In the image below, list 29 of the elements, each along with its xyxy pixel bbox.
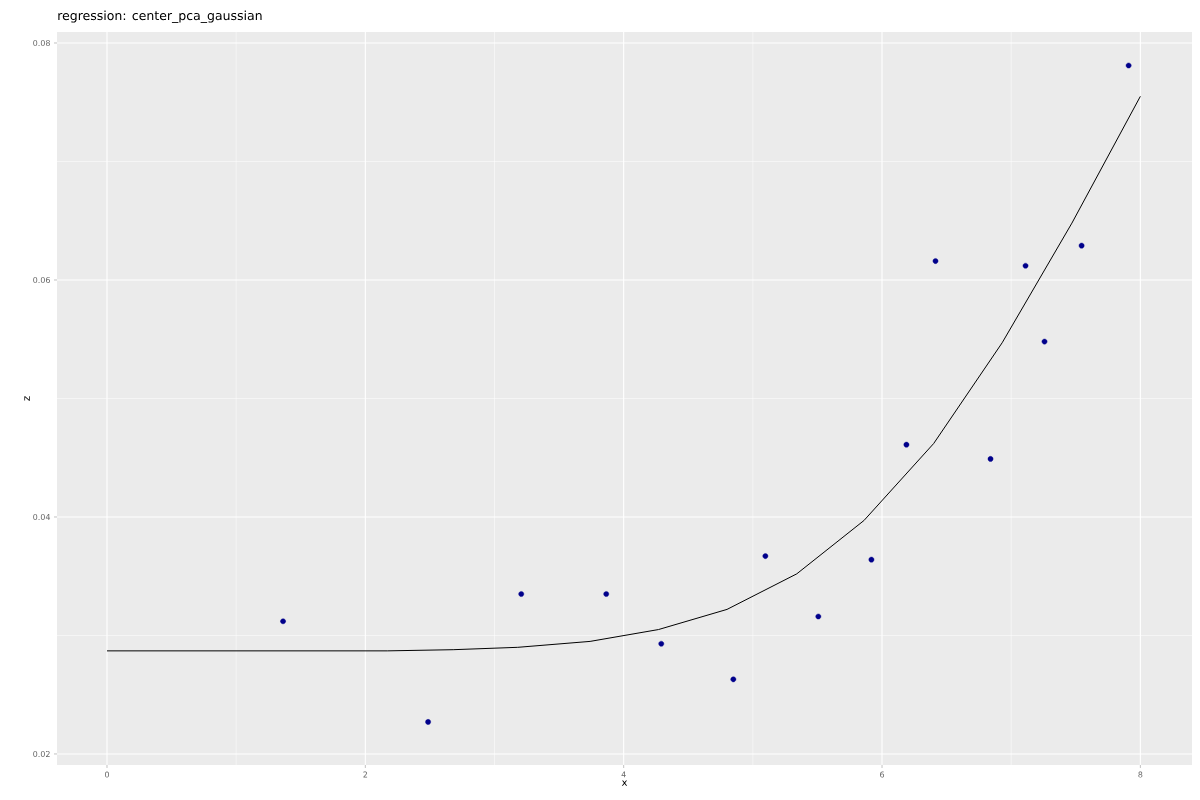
- y-tick-label: 0.02: [33, 750, 50, 757]
- point: [730, 676, 737, 683]
- x-tick-label: 6: [880, 771, 885, 778]
- chart-title: regression: center_pca_gaussian: [58, 10, 262, 23]
- y-tick-label: 0.06: [33, 276, 50, 284]
- point: [903, 441, 910, 448]
- point: [425, 719, 431, 725]
- y-axis-title: z: [24, 396, 30, 401]
- point: [518, 591, 525, 597]
- point: [762, 553, 769, 559]
- point: [280, 618, 286, 625]
- y-tick-label: 0.08: [33, 39, 50, 47]
- y-tick-label: 0.04: [33, 513, 51, 520]
- point: [1125, 62, 1132, 69]
- point: [1041, 338, 1048, 345]
- x-tick-label: 4: [621, 771, 626, 778]
- point: [932, 258, 939, 264]
- point: [1022, 262, 1029, 269]
- x-axis-title: x: [621, 780, 628, 786]
- x-tick-label: 2: [363, 771, 368, 778]
- x-tick-label: 0: [104, 771, 110, 778]
- point: [1078, 242, 1085, 249]
- point: [815, 613, 822, 620]
- point: [868, 556, 875, 563]
- point: [658, 640, 665, 647]
- x-tick-label: 8: [1138, 771, 1143, 778]
- point: [603, 591, 610, 597]
- line-series: [106, 95, 1141, 652]
- point: [987, 456, 994, 462]
